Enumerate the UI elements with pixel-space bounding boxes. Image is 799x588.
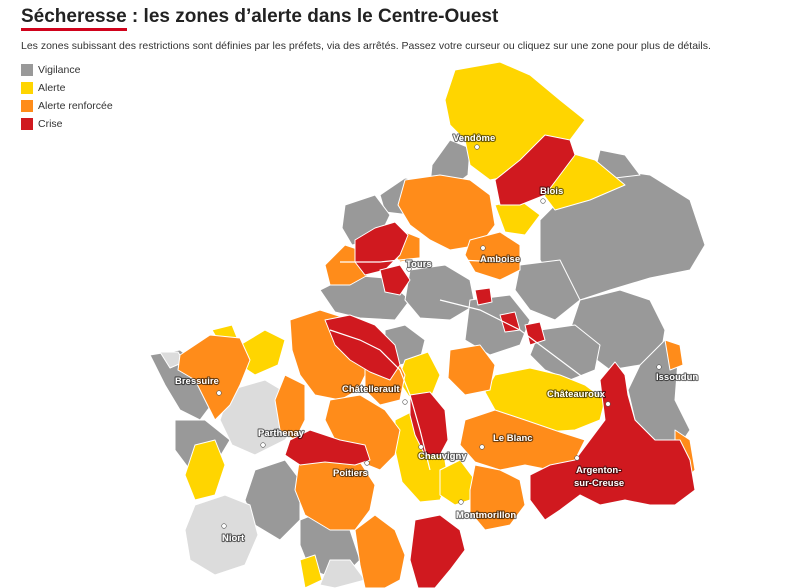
marker-issoudun: [656, 364, 662, 370]
zone-crise-tours-center[interactable]: [379, 264, 411, 296]
city-label-niort: Niort: [222, 533, 245, 544]
border-loire: [340, 257, 541, 263]
zone-none-niort[interactable]: [184, 494, 259, 576]
zone-crise-chauvigny[interactable]: [409, 391, 449, 456]
legend-item-crise: Crise: [21, 115, 113, 133]
legend-swatch-crise: [21, 118, 33, 130]
legend-swatch-vigilance: [21, 64, 33, 76]
legend-label-alerte: Alerte: [38, 82, 66, 94]
city-label-chauvigny: Chauvigny: [418, 451, 467, 462]
zone-renforcee-amboise[interactable]: [464, 231, 521, 281]
border-vienne: [329, 329, 431, 471]
marker-tours: [406, 266, 412, 272]
city-label-chateauroux: Châteauroux: [547, 389, 606, 400]
city-label-le-blanc: Le Blanc: [493, 433, 533, 444]
legend-label-vigilance: Vigilance: [38, 64, 81, 76]
zone-renforcee-montmorillon-east[interactable]: [469, 464, 526, 531]
zone-crise-amboise-small[interactable]: [474, 287, 493, 306]
legend: Vigilance Alerte Alerte renforcée Crise: [21, 61, 113, 133]
zone-crise-poitiers-north[interactable]: [284, 429, 371, 466]
marker-niort: [221, 523, 227, 529]
city-label-poitiers: Poitiers: [333, 468, 368, 479]
zone-vigilance-brenne[interactable]: [529, 324, 601, 381]
city-label-blois: Blois: [540, 186, 563, 197]
marker-vendome: [474, 144, 480, 150]
city-markers: [216, 144, 662, 529]
city-label-parthenay: Parthenay: [258, 428, 305, 439]
zone-crise-chateauroux[interactable]: [529, 361, 696, 521]
marker-montmorillon: [458, 499, 464, 505]
zone-renforcee-blanc-north[interactable]: [447, 344, 496, 396]
city-label-vendome: Vendôme: [453, 133, 495, 144]
marker-amboise: [480, 245, 486, 251]
zone-renforcee-indre-east[interactable]: [664, 339, 684, 371]
zone-crise-loches-east[interactable]: [524, 321, 546, 346]
zone-alerte-south-vienne[interactable]: [299, 554, 323, 588]
zone-crise-blois[interactable]: [494, 134, 576, 206]
page-title: Sécheresse : les zones d’alerte dans le …: [21, 6, 499, 31]
legend-item-alerte-renforcee: Alerte renforcée: [21, 97, 113, 115]
legend-swatch-alerte: [21, 82, 33, 94]
zone-renforcee-vienne-center[interactable]: [324, 394, 401, 471]
marker-chateauroux: [605, 401, 611, 407]
city-labels: Vendôme Blois Tours Amboise Bressuire Ch…: [174, 132, 700, 545]
zone-none-south-east-niort[interactable]: [319, 559, 366, 588]
legend-item-vigilance: Vigilance: [21, 61, 113, 79]
marker-chauvigny: [418, 444, 424, 450]
zone-alerte-chateauroux[interactable]: [484, 367, 606, 433]
marker-parthenay: [260, 442, 266, 448]
city-label-bressuire: Bressuire: [175, 376, 219, 387]
border-indre: [439, 299, 601, 391]
zone-crise-montmorillon-south[interactable]: [409, 514, 466, 588]
city-label-argenton-2: sur-Creuse: [574, 478, 624, 489]
zone-vigilance-touraine-center[interactable]: [404, 264, 476, 321]
legend-label-alerte-renforcee: Alerte renforcée: [38, 100, 113, 112]
marker-chatellerault: [402, 399, 408, 405]
legend-label-crise: Crise: [38, 118, 63, 130]
title-keyword: Sécheresse: [21, 6, 127, 31]
zone-renforcee-bressuire[interactable]: [177, 334, 251, 421]
marker-poitiers: [364, 460, 370, 466]
marker-blois: [540, 198, 546, 204]
marker-argenton: [574, 455, 580, 461]
city-label-montmorillon: Montmorillon: [456, 510, 516, 521]
zones-crise: [284, 134, 696, 588]
city-label-tours: Tours: [406, 259, 432, 270]
city-label-issoudun: Issoudun: [656, 372, 698, 383]
city-label-argenton-1: Argenton-: [576, 465, 621, 476]
page-subtitle: Les zones subissant des restrictions son…: [21, 40, 711, 52]
legend-swatch-alerte-renforcee: [21, 100, 33, 112]
city-label-amboise: Amboise: [480, 254, 520, 265]
title-rest: : les zones d’alerte dans le Centre-Oues…: [126, 6, 499, 27]
zone-alerte-parthenay-south[interactable]: [184, 439, 226, 501]
legend-item-alerte: Alerte: [21, 79, 113, 97]
marker-le-blanc: [479, 444, 485, 450]
zone-renforcee-south-vienne[interactable]: [354, 514, 406, 588]
zone-vigilance-cher[interactable]: [514, 259, 581, 321]
map-borders: [329, 257, 601, 471]
zone-crise-chatellerault[interactable]: [324, 314, 401, 381]
city-label-chatellerault: Châtellerault: [342, 384, 400, 395]
marker-bressuire: [216, 390, 222, 396]
